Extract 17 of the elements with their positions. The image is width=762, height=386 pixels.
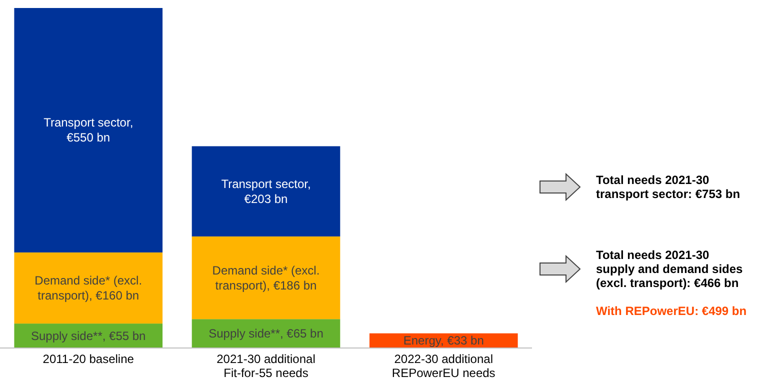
- text: Total needs 2021-30 supply and demand sides (excl. transport): €466 bn: [596, 248, 744, 290]
- x-tick-label: 2022-30 additional REPowerEU needs: [392, 352, 496, 380]
- text: Total needs 2021-30 transport sector: €753 bn: [596, 173, 740, 201]
- bar: [14, 8, 163, 252]
- data-label: Supply side**, €65 bn: [208, 326, 324, 341]
- bar: [14, 252, 163, 324]
- data-label: Demand side* (excl. transport), €160 bn: [34, 274, 142, 302]
- x-tick-label: 2011-20 baseline: [42, 352, 134, 366]
- data-label: Supply side**, €55 bn: [30, 328, 146, 343]
- x-tick-label: 2021-30 additional Fit-for-55 needs: [216, 352, 316, 380]
- text: With REPowerEU: €499 bn: [596, 304, 747, 318]
- bar: [192, 146, 340, 236]
- data-label: Demand side* (excl. transport), €186 bn: [212, 263, 320, 292]
- data-label: Energy, €33 bn: [403, 334, 484, 348]
- data-label: Transport sector, €203 bn: [221, 176, 311, 206]
- data-label: Transport sector, €550 bn: [44, 116, 134, 145]
- bar: [192, 236, 340, 320]
